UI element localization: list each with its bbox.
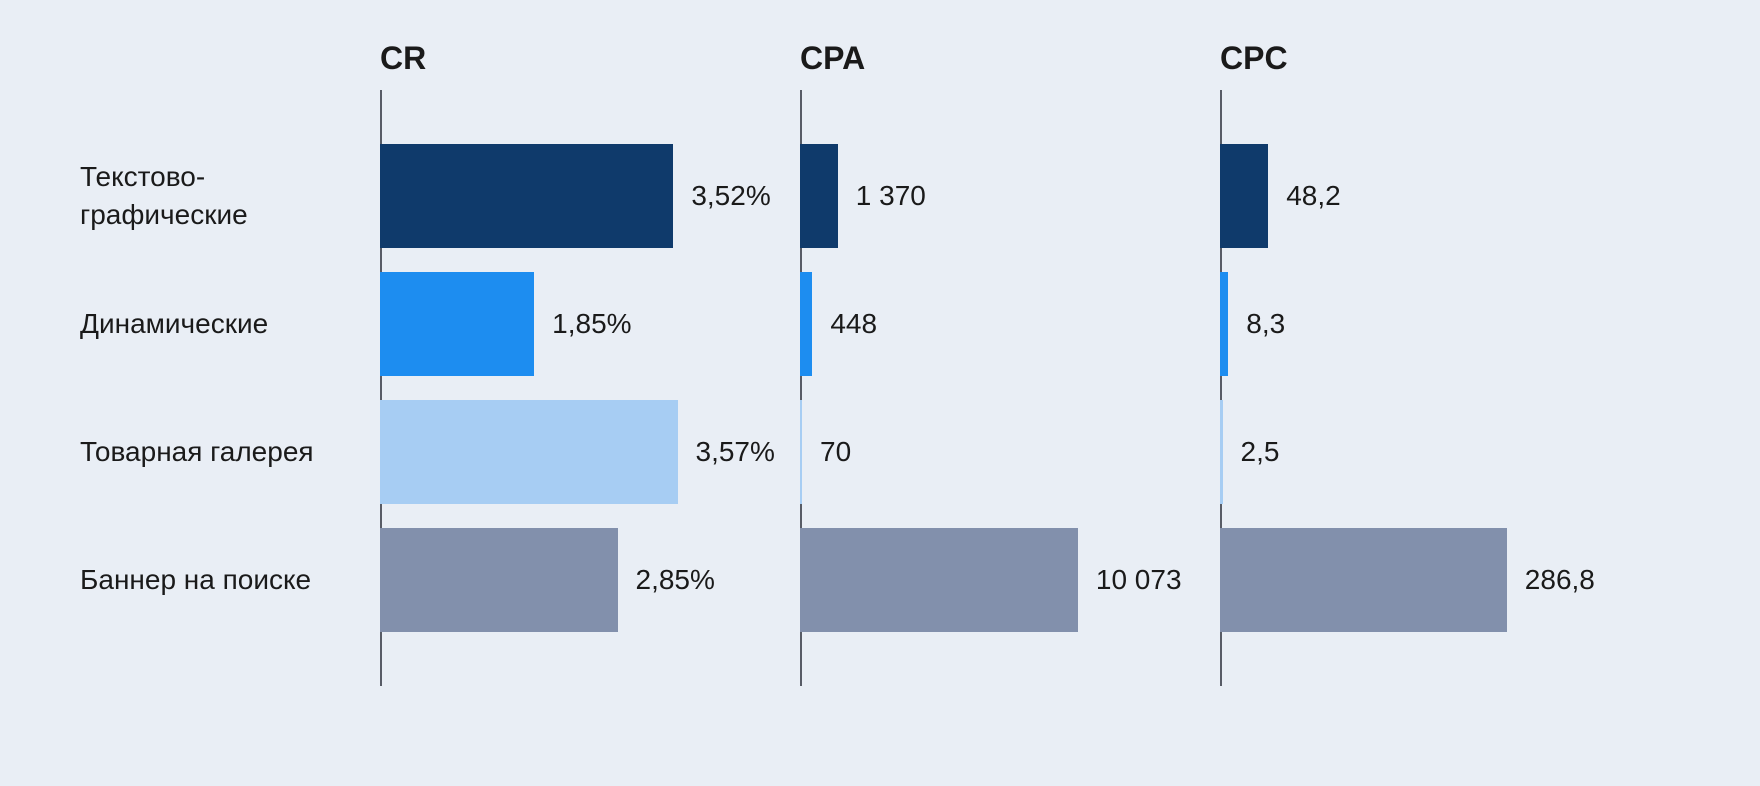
- bar: [1220, 272, 1228, 376]
- bar-row: 3,52%: [380, 132, 780, 260]
- bars-area: 3,52% 1,85% 3,57% 2,85%: [380, 90, 780, 686]
- bar-row: 8,3: [1220, 260, 1620, 388]
- bars-area: 1 370 448 70 10 073: [800, 90, 1200, 686]
- bar: [800, 528, 1078, 632]
- bar: [1220, 400, 1223, 504]
- bar-row: 448: [800, 260, 1200, 388]
- bar: [380, 400, 678, 504]
- metric-header: CR: [380, 40, 780, 90]
- bar: [800, 400, 802, 504]
- bar-row: 2,5: [1220, 388, 1620, 516]
- bar-value-label: 70: [820, 436, 851, 468]
- category-label: Динамические: [80, 260, 380, 388]
- bars-stack: 48,2 8,3 2,5 286,8: [1220, 132, 1620, 644]
- bars-area: 48,2 8,3 2,5 286,8: [1220, 90, 1620, 686]
- bars-stack: 1 370 448 70 10 073: [800, 132, 1200, 644]
- bar-row: 10 073: [800, 516, 1200, 644]
- bar-row: 70: [800, 388, 1200, 516]
- bar-row: 48,2: [1220, 132, 1620, 260]
- metric-column: CR 3,52% 1,85% 3,57% 2,85%: [380, 40, 780, 720]
- bar-value-label: 2,85%: [636, 564, 715, 596]
- bar-value-label: 448: [830, 308, 877, 340]
- bar-value-label: 48,2: [1286, 180, 1341, 212]
- bar-row: 286,8: [1220, 516, 1620, 644]
- bar: [1220, 528, 1507, 632]
- metric-header: CPC: [1220, 40, 1620, 90]
- bar-value-label: 2,5: [1241, 436, 1280, 468]
- bar: [380, 144, 673, 248]
- bar: [380, 272, 534, 376]
- bar-value-label: 3,57%: [696, 436, 775, 468]
- category-label: Текстово-графические: [80, 132, 380, 260]
- bars-stack: 3,52% 1,85% 3,57% 2,85%: [380, 132, 780, 644]
- bar-row: 2,85%: [380, 516, 780, 644]
- bar: [800, 272, 812, 376]
- category-labels-column: Текстово-графическиеДинамическиеТоварная…: [80, 40, 380, 720]
- metrics-chart: Текстово-графическиеДинамическиеТоварная…: [80, 40, 1680, 720]
- metrics-columns: CR 3,52% 1,85% 3,57% 2,85% CPA 1 370 448 70 10 07…: [380, 40, 1680, 720]
- bar-row: 1,85%: [380, 260, 780, 388]
- bar-value-label: 3,52%: [691, 180, 770, 212]
- bar-row: 3,57%: [380, 388, 780, 516]
- category-label: Товарная галерея: [80, 388, 380, 516]
- bar: [1220, 144, 1268, 248]
- bar: [800, 144, 838, 248]
- bar: [380, 528, 618, 632]
- category-label: Баннер на поиске: [80, 516, 380, 644]
- bar-value-label: 10 073: [1096, 564, 1182, 596]
- bar-value-label: 1 370: [856, 180, 926, 212]
- metric-column: CPA 1 370 448 70 10 073: [800, 40, 1200, 720]
- metric-header: CPA: [800, 40, 1200, 90]
- bar-value-label: 1,85%: [552, 308, 631, 340]
- bar-value-label: 286,8: [1525, 564, 1595, 596]
- bar-row: 1 370: [800, 132, 1200, 260]
- metric-column: CPC 48,2 8,3 2,5 286,8: [1220, 40, 1620, 720]
- bar-value-label: 8,3: [1246, 308, 1285, 340]
